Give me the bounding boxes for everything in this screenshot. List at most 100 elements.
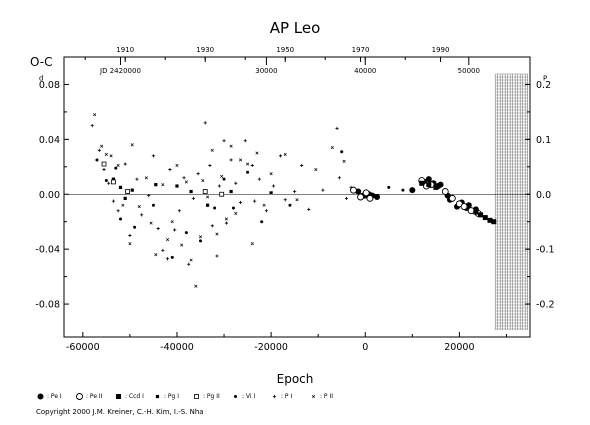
point-pe-ii [362, 189, 370, 197]
point-pg-ii [202, 189, 208, 194]
y-axis-label: O-C [30, 55, 53, 69]
point-p-ii [137, 205, 141, 209]
legend-label: : Ccd I [125, 393, 144, 400]
point-pe-ii [357, 193, 364, 201]
point-pg-i [205, 203, 210, 207]
legend-item: : Pg II [192, 392, 220, 401]
right-tick-label: -0.2 [536, 300, 555, 311]
right-tick-label: 0.1 [536, 135, 551, 146]
right-tick-label: 0.0 [536, 190, 551, 201]
point-p-i [210, 224, 214, 228]
legend-item: : P I [270, 392, 292, 401]
point-pe-i [409, 187, 416, 194]
point-p-i [208, 163, 212, 168]
point-p-i [135, 177, 139, 181]
year-tick-label: 1930 [196, 46, 214, 54]
right-axis-ticks: 0.2 0.1 0.0 -0.1 -0.2 P [525, 74, 555, 311]
point-p-i [168, 167, 172, 172]
point-p-ii [130, 143, 134, 147]
point-p-i [196, 172, 200, 176]
point-ccd-i [426, 182, 432, 188]
point-p-i [344, 196, 349, 200]
point-ccd-i [478, 212, 484, 218]
point-vi-i [95, 158, 99, 162]
point-pg-i [123, 196, 127, 200]
data-points [90, 113, 497, 288]
point-pg-i [154, 183, 158, 187]
point-p-ii [104, 152, 108, 156]
point-p-i [278, 154, 283, 158]
point-p-ii [161, 183, 165, 187]
point-p-ii [180, 243, 184, 247]
point-vi-i [199, 239, 203, 243]
point-p-ii [128, 242, 132, 246]
point-p-i [243, 139, 247, 143]
point-vi-i [133, 225, 137, 229]
point-p-i [224, 221, 228, 225]
legend-label: : Vi I [242, 393, 256, 400]
jd-tick-label: JD 2420000 [99, 67, 141, 75]
point-p-i [257, 177, 261, 181]
point-p-ii [198, 235, 203, 239]
point-p-i [253, 199, 257, 203]
legend-label: : Pe I [47, 393, 62, 400]
point-p-ii [184, 180, 188, 184]
point-p-ii [154, 253, 158, 257]
point-p-i [173, 228, 177, 232]
point-vi-i [340, 150, 344, 154]
point-ccd-i [473, 209, 479, 215]
point-p-i [293, 189, 297, 194]
point-p-ii [269, 172, 273, 176]
legend-marker-icon [76, 393, 83, 400]
point-vi-i [114, 166, 118, 170]
point-p-ii [238, 158, 243, 162]
point-pg-ii [219, 191, 225, 197]
point-p-ii [224, 217, 228, 221]
point-vi-i [184, 231, 188, 235]
point-p-ii [109, 154, 113, 158]
y-tick-label: -0.04 [35, 245, 60, 256]
y-tick-label: -0.08 [35, 300, 60, 311]
legend-marker-icon [155, 394, 160, 399]
year-tick-label: 1950 [276, 46, 294, 54]
point-p-ii [330, 146, 334, 150]
point-p-ii [93, 113, 97, 117]
year-tick-label: 1990 [432, 46, 450, 54]
point-vi-i [104, 179, 108, 183]
point-pg-i [130, 188, 134, 192]
x-tick-label: 0 [362, 342, 368, 353]
jd-tick-label: 40000 [354, 67, 376, 75]
point-vi-i [231, 206, 235, 210]
legend-label: : P II [320, 393, 333, 400]
point-p-ii [121, 203, 125, 207]
point-ccd-i [419, 180, 425, 186]
point-p-i [335, 126, 339, 130]
legend-item: : Pe II [75, 392, 102, 401]
legend-label: : Pe II [86, 393, 103, 400]
jd-tick-label: 30000 [255, 67, 277, 75]
point-p-i [264, 209, 269, 213]
point-pg-ii [101, 161, 107, 167]
point-p-ii [116, 163, 120, 167]
point-p-ii [220, 174, 224, 178]
point-vi-i [387, 185, 391, 189]
point-ccd-i [482, 215, 488, 221]
point-p-ii [283, 152, 287, 156]
legend-item: : P II [309, 392, 333, 401]
point-p-ii [166, 238, 170, 242]
point-p-i [107, 181, 111, 185]
point-p-i [349, 185, 353, 189]
point-p-ii [189, 258, 193, 262]
point-p-ii [206, 195, 210, 199]
legend-marker-icon [116, 394, 121, 399]
point-p-i [222, 139, 226, 143]
point-p-i [111, 199, 116, 203]
point-pe-ii [460, 203, 468, 211]
point-p-i [165, 257, 170, 261]
y-tick-label: 0.04 [39, 135, 60, 146]
legend-marker-icon [311, 394, 316, 399]
point-pg-i [189, 189, 193, 194]
chart-title: AP Leo [270, 19, 321, 37]
y-tick-label: 0.08 [39, 80, 60, 91]
